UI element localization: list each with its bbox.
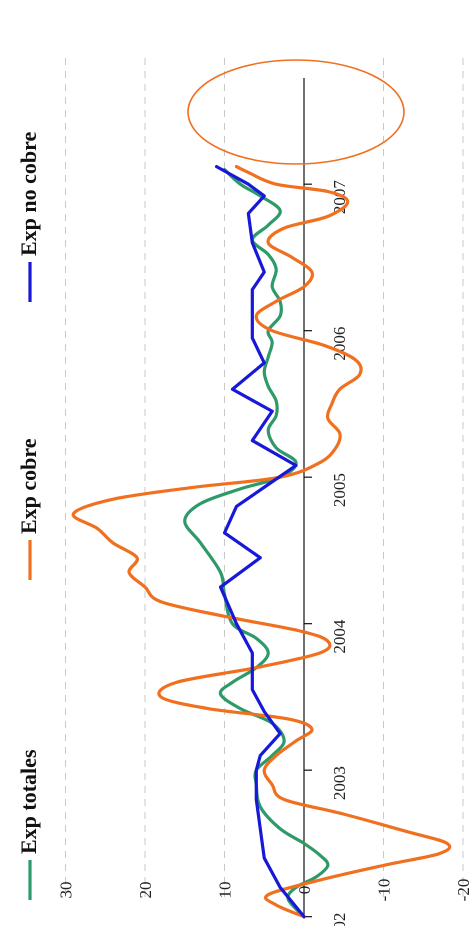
y-tick-label: -10 xyxy=(375,879,394,902)
x-tick-label: 2004 xyxy=(330,619,349,654)
y-tick-label: 30 xyxy=(57,882,76,899)
x-tick-label: 2005 xyxy=(330,473,349,507)
legend-item-exp-no-cobre-label: Exp no cobre xyxy=(16,131,41,256)
legend-item-exp-cobre-label: Exp cobre xyxy=(16,438,41,534)
y-tick-label: 10 xyxy=(216,882,235,899)
series-line-exp-totales xyxy=(183,167,330,919)
y-tick-label: 20 xyxy=(136,882,155,899)
y-tick-label: -20 xyxy=(454,879,471,902)
legend: Exp totales Exp cobre Exp no cobre xyxy=(16,131,41,900)
grid-lines xyxy=(65,58,464,900)
annotations xyxy=(187,59,405,165)
series-line-exp-cobre xyxy=(71,165,452,919)
x-tick-label: 2003 xyxy=(330,766,349,800)
legend-item-exp-totales-label: Exp totales xyxy=(16,749,41,854)
highlight-ellipse xyxy=(187,59,405,165)
series-lines xyxy=(71,165,452,919)
y-tick-label: 0 xyxy=(295,886,314,895)
x-tick-label: 2002 xyxy=(330,913,349,926)
series-line-exp-no-cobre xyxy=(214,165,306,919)
